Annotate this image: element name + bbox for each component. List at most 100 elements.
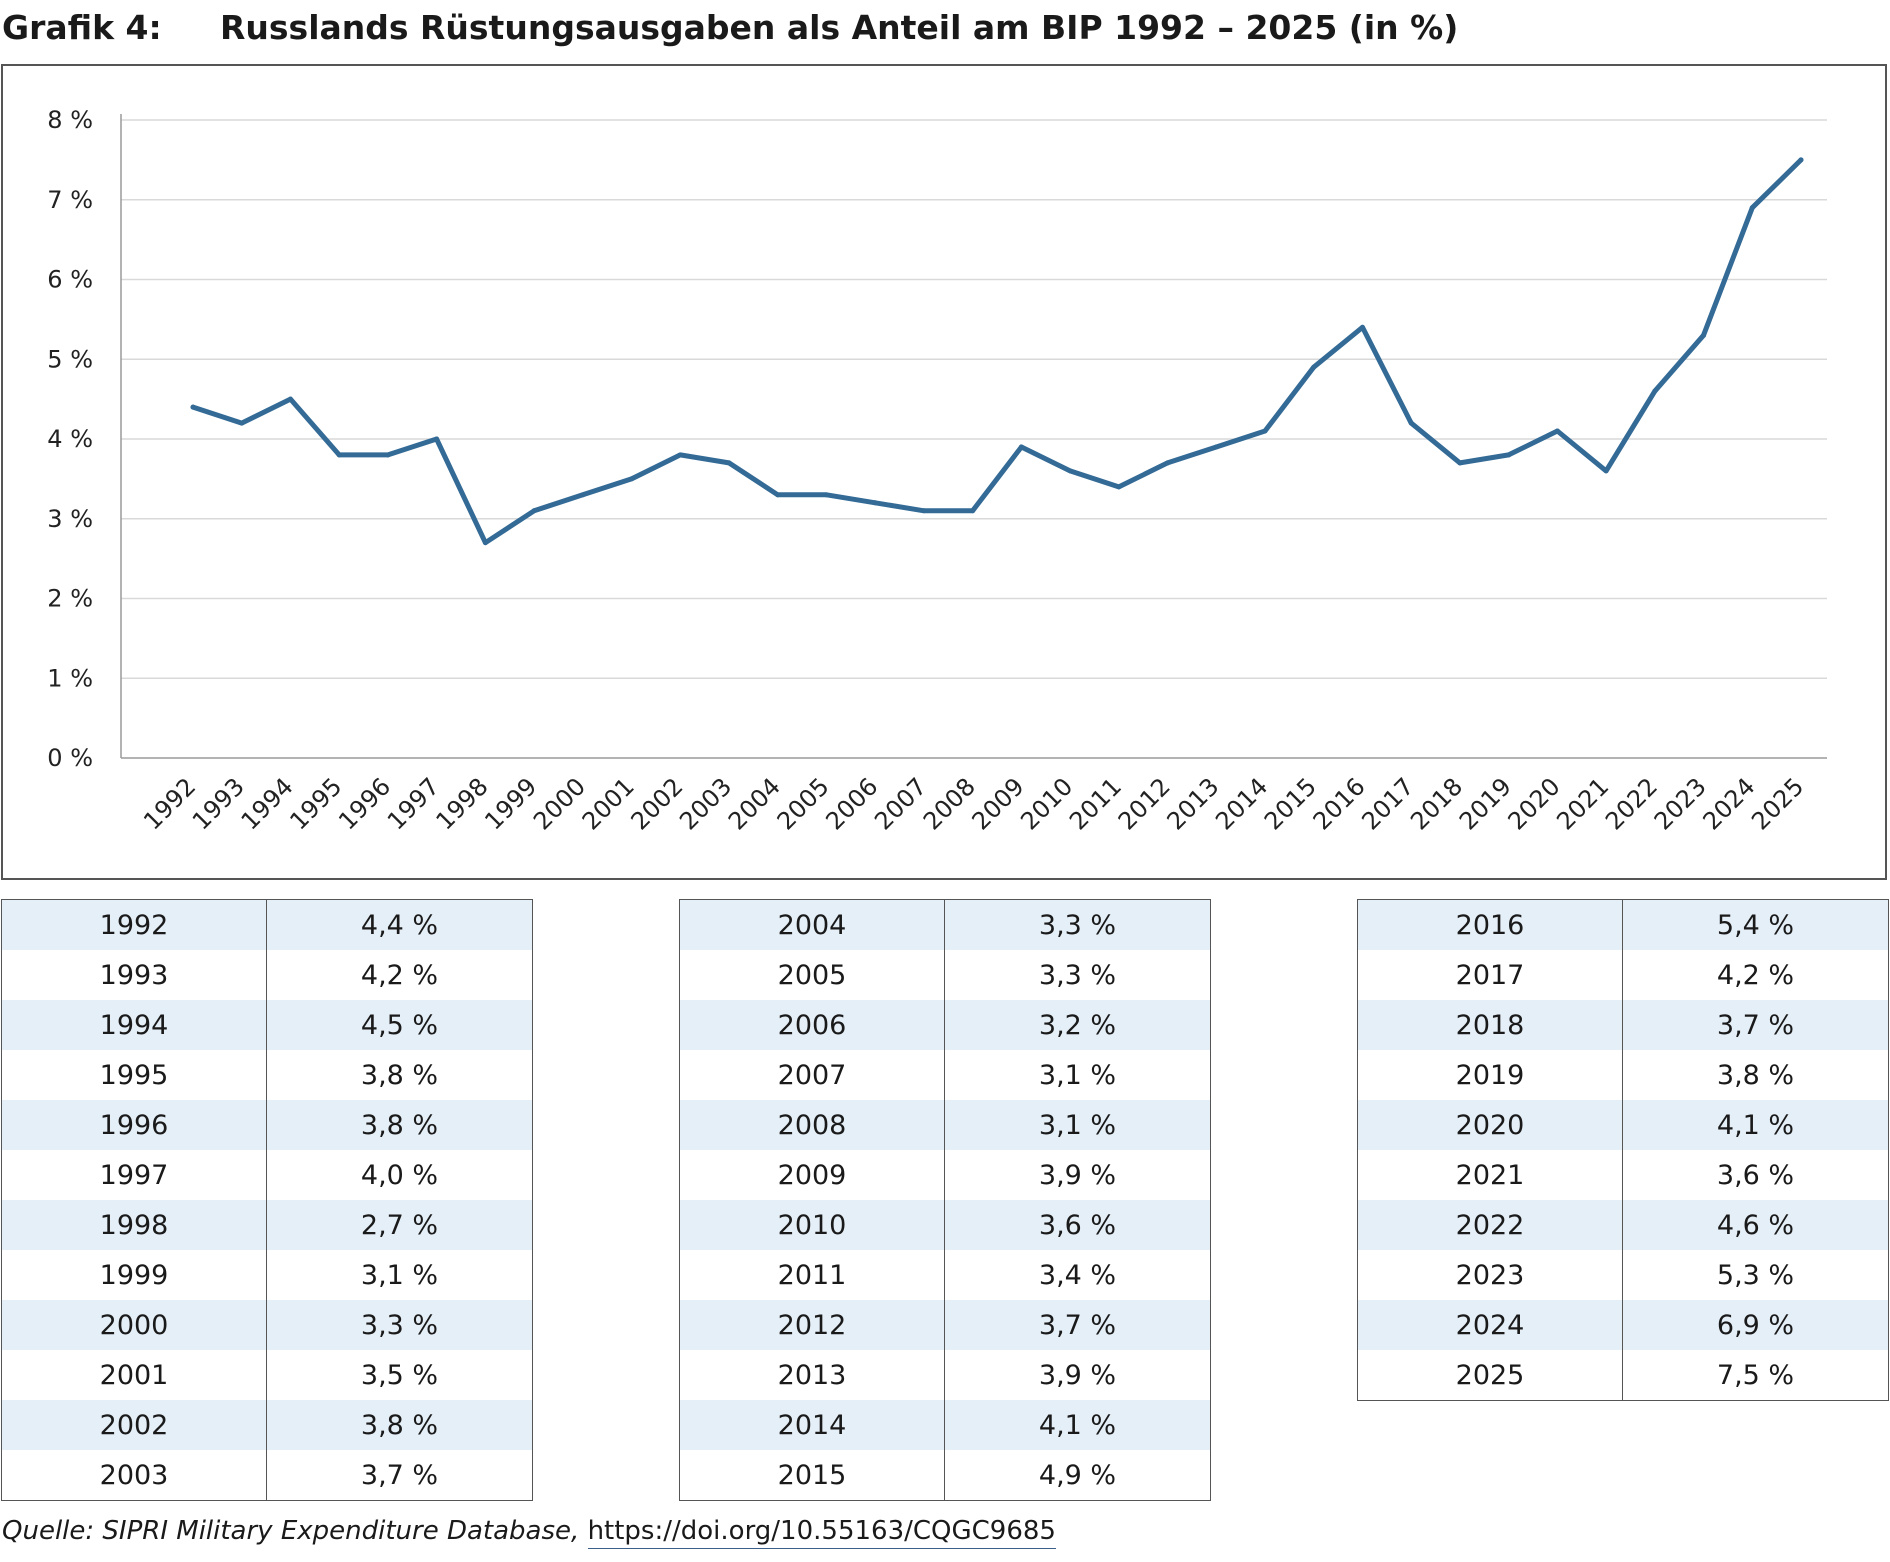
year-cell: 1998: [1, 1200, 267, 1250]
year-cell: 2022: [1357, 1200, 1623, 1250]
value-cell: 3,3 %: [944, 899, 1211, 950]
value-cell: 3,6 %: [944, 1200, 1211, 1250]
figure-header: Grafik 4: Russlands Rüstungsausgaben als…: [0, 8, 1890, 52]
data-point: [1311, 364, 1317, 370]
y-axis: 0 % 1 % 2 % 3 % 4 % 5 % 6 % 7 % 8 %: [47, 106, 122, 772]
data-point: [726, 460, 732, 466]
value-cell: 4,1 %: [1622, 1100, 1889, 1150]
data-point: [1067, 468, 1073, 474]
year-cell: 2019: [1357, 1050, 1623, 1100]
source-label: Quelle: SIPRI Military Expenditure Datab…: [2, 1516, 588, 1546]
figure-label: Grafik 4:: [2, 8, 162, 47]
value-cell: 4,6 %: [1622, 1200, 1889, 1250]
data-point: [1116, 484, 1122, 490]
data-point: [1408, 420, 1414, 426]
y-tick-label: 6 %: [47, 266, 93, 294]
data-point: [190, 404, 196, 410]
x-tick-label: 2011: [1064, 772, 1127, 835]
x-tick-label: 2015: [1259, 772, 1322, 835]
x-tick-label: 2007: [869, 772, 932, 835]
year-cell: 1993: [1, 950, 267, 1000]
year-cell: 2002: [1, 1400, 267, 1450]
value-cell: 4,0 %: [266, 1150, 533, 1200]
x-tick-label: 2009: [967, 772, 1030, 835]
line-chart: 0 % 1 % 2 % 3 % 4 % 5 % 6 % 7 % 8 % 199219931994…: [47, 106, 1827, 835]
data-point: [872, 500, 878, 506]
series-line: [190, 157, 1804, 546]
table-row: 2009 3,9 %: [679, 1150, 1211, 1200]
value-cell: 3,9 %: [944, 1150, 1211, 1200]
source-link[interactable]: https://doi.org/10.55163/CQGC9685: [587, 1516, 1056, 1549]
value-cell: 3,8 %: [266, 1050, 533, 1100]
year-cell: 2010: [679, 1200, 945, 1250]
value-cell: 4,2 %: [266, 950, 533, 1000]
value-cell: 3,1 %: [266, 1250, 533, 1300]
value-cell: 3,8 %: [266, 1100, 533, 1150]
y-tick-label: 3 %: [47, 505, 93, 533]
table-row: 2012 3,7 %: [679, 1300, 1211, 1350]
year-cell: 2024: [1357, 1300, 1623, 1350]
x-tick-label: 2018: [1405, 772, 1468, 835]
year-cell: 2014: [679, 1400, 945, 1450]
x-tick-label: 2013: [1162, 772, 1225, 835]
x-tick-label: 2005: [772, 772, 835, 835]
value-cell: 6,9 %: [1622, 1300, 1889, 1350]
value-cell: 3,8 %: [1622, 1050, 1889, 1100]
data-point: [482, 540, 488, 546]
x-tick-label: 2008: [918, 772, 981, 835]
data-point: [1554, 428, 1560, 434]
year-cell: 1996: [1, 1100, 267, 1150]
x-tick-label: 2010: [1015, 772, 1078, 835]
table-row: 2023 5,3 %: [1357, 1250, 1889, 1300]
year-cell: 2006: [679, 1000, 945, 1050]
x-tick-label: 2004: [723, 772, 786, 835]
data-point: [580, 492, 586, 498]
x-tick-label: 1993: [187, 772, 250, 835]
value-cell: 5,3 %: [1622, 1250, 1889, 1300]
x-tick-label: 2022: [1600, 772, 1663, 835]
value-cell: 3,5 %: [266, 1350, 533, 1400]
x-tick-label: 2014: [1210, 772, 1273, 835]
x-tick-label: 2025: [1746, 772, 1809, 835]
x-tick-label: 2019: [1454, 772, 1517, 835]
y-tick-label: 8 %: [47, 106, 93, 134]
table-row: 2021 3,6 %: [1357, 1150, 1889, 1200]
source-note: Quelle: SIPRI Military Expenditure Datab…: [2, 1516, 1056, 1549]
data-point: [434, 436, 440, 442]
x-tick-label: 1992: [138, 772, 201, 835]
value-cell: 3,1 %: [944, 1100, 1211, 1150]
chart-frame: 0 % 1 % 2 % 3 % 4 % 5 % 6 % 7 % 8 % 1992 1993 1994…: [1, 64, 1887, 880]
year-cell: 2023: [1357, 1250, 1623, 1300]
x-tick-label: 2017: [1356, 772, 1419, 835]
year-cell: 2009: [679, 1150, 945, 1200]
year-cell: 2020: [1357, 1100, 1623, 1150]
data-point: [239, 420, 245, 426]
table-row: 2011 3,4 %: [679, 1250, 1211, 1300]
year-cell: 1992: [1, 899, 267, 950]
y-tick-label: 7 %: [47, 186, 93, 214]
value-cell: 4,2 %: [1622, 950, 1889, 1000]
year-cell: 2016: [1357, 899, 1623, 950]
table-row: 1996 3,8 %: [1, 1100, 533, 1150]
data-table-2: 2004 3,3 % 2005 3,3 % 2006 3,2 % 2007 3,1 % 2008…: [679, 899, 1211, 1501]
year-cell: 2011: [679, 1250, 945, 1300]
x-tick-label: 2024: [1698, 772, 1761, 835]
x-tick-label: 2006: [820, 772, 883, 835]
data-point: [1018, 444, 1024, 450]
table-row: 1994 4,5 %: [1, 1000, 533, 1050]
data-point: [1213, 444, 1219, 450]
y-tick-label: 4 %: [47, 425, 93, 453]
table-row: 2003 3,7 %: [1, 1450, 533, 1501]
value-cell: 3,4 %: [944, 1250, 1211, 1300]
table-row: 2005 3,3 %: [679, 950, 1211, 1000]
table-row: 1995 3,8 %: [1, 1050, 533, 1100]
year-cell: 2007: [679, 1050, 945, 1100]
value-cell: 3,6 %: [1622, 1150, 1889, 1200]
x-tick-label: 2003: [674, 772, 737, 835]
y-tick-label: 5 %: [47, 345, 93, 373]
year-cell: 2015: [679, 1450, 945, 1501]
data-point: [1165, 460, 1171, 466]
x-tick-label: 2012: [1113, 772, 1176, 835]
value-cell: 3,8 %: [266, 1400, 533, 1450]
year-cell: 2018: [1357, 1000, 1623, 1050]
